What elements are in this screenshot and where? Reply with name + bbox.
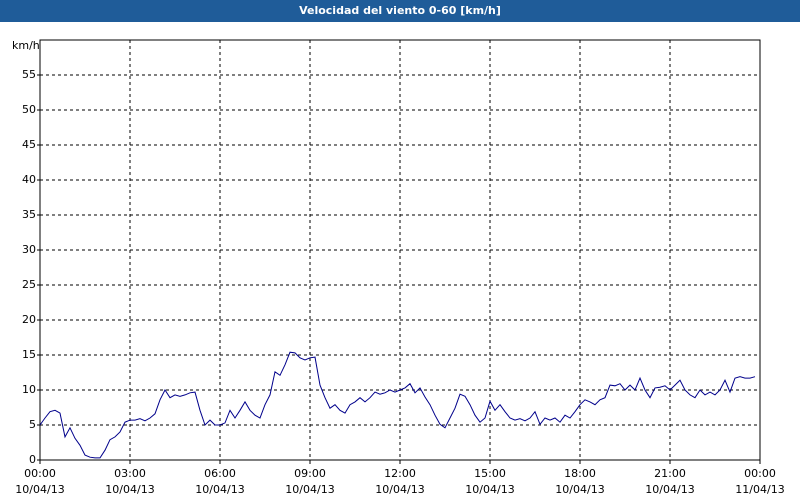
chart-title: Velocidad del viento 0-60 [km/h] xyxy=(299,4,501,17)
x-tick-date: 10/04/13 xyxy=(645,483,694,496)
title-bar xyxy=(0,0,800,22)
y-tick-label: 15 xyxy=(22,348,36,361)
y-axis-label: km/h xyxy=(12,39,40,52)
x-tick-date: 10/04/13 xyxy=(15,483,64,496)
x-tick-label: 12:00 xyxy=(384,467,416,480)
y-tick-label: 45 xyxy=(22,138,36,151)
x-tick-date: 10/04/13 xyxy=(375,483,424,496)
y-tick-label: 25 xyxy=(22,278,36,291)
x-tick-date: 11/04/13 xyxy=(735,483,784,496)
x-tick-date: 10/04/13 xyxy=(555,483,604,496)
x-tick-date: 10/04/13 xyxy=(465,483,514,496)
y-tick-label: 55 xyxy=(22,68,36,81)
x-tick-label: 06:00 xyxy=(204,467,236,480)
y-tick-label: 30 xyxy=(22,243,36,256)
y-tick-label: 50 xyxy=(22,103,36,116)
x-tick-date: 10/04/13 xyxy=(195,483,244,496)
y-tick-label: 20 xyxy=(22,313,36,326)
x-tick-date: 10/04/13 xyxy=(285,483,334,496)
x-tick-label: 00:00 xyxy=(744,467,776,480)
y-tick-label: 0 xyxy=(29,453,36,466)
y-tick-label: 10 xyxy=(22,383,36,396)
y-tick-label: 5 xyxy=(29,418,36,431)
x-tick-label: 00:00 xyxy=(24,467,56,480)
y-tick-label: 35 xyxy=(22,208,36,221)
x-tick-date: 10/04/13 xyxy=(105,483,154,496)
x-tick-label: 21:00 xyxy=(654,467,686,480)
y-tick-label: 40 xyxy=(22,173,36,186)
data-line xyxy=(39,351,756,459)
x-tick-label: 18:00 xyxy=(564,467,596,480)
x-tick-label: 03:00 xyxy=(114,467,146,480)
x-tick-label: 09:00 xyxy=(294,467,326,480)
x-tick-label: 15:00 xyxy=(474,467,506,480)
plot-frame xyxy=(39,39,761,461)
